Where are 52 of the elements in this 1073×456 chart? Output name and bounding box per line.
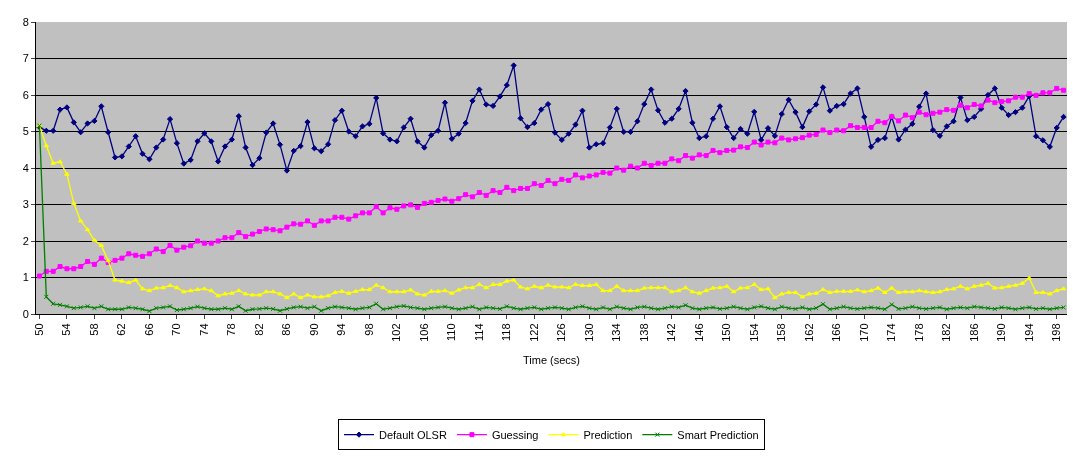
x-tick-label: 158: [775, 323, 788, 342]
x-tick-label: 114: [472, 323, 485, 341]
y-tick-label: 1: [22, 271, 29, 284]
x-tick-label: 58: [87, 323, 100, 336]
x-tick-label: 118: [500, 323, 513, 341]
x-tick-label: 170: [857, 323, 870, 342]
x-tick-label: 66: [142, 323, 155, 336]
x-tick-label: 78: [225, 323, 238, 336]
y-tick-label: 6: [22, 88, 29, 101]
x-tick-label: 90: [307, 323, 320, 336]
x-tick-label: 166: [830, 323, 843, 342]
x-tick-label: 122: [527, 323, 540, 342]
y-tick-label: 3: [22, 198, 29, 211]
legend-label: Default OLSR: [379, 428, 447, 441]
legend-label: Prediction: [583, 428, 633, 441]
x-tick-label: 94: [335, 323, 348, 336]
x-tick-label: 126: [555, 323, 568, 342]
x-tick-label: 162: [802, 323, 815, 342]
x-tick-label: 82: [252, 323, 265, 336]
x-axis-title: Time (secs): [522, 353, 581, 366]
x-tick-label: 54: [60, 323, 73, 336]
x-tick-label: 102: [390, 323, 403, 342]
legend-label: Smart Prediction: [677, 428, 759, 441]
x-tick-label: 138: [637, 323, 650, 342]
x-tick-label: 110: [445, 323, 458, 341]
y-tick-label: 5: [22, 125, 29, 138]
x-tick-label: 186: [967, 323, 980, 342]
y-tick-label: 2: [22, 234, 29, 247]
x-tick-label: 146: [692, 323, 705, 342]
x-tick-label: 182: [940, 323, 953, 342]
y-tick-label: 8: [22, 15, 29, 28]
x-tick-label: 98: [362, 323, 375, 336]
y-tick-label: 0: [22, 307, 29, 320]
x-tick-label: 74: [197, 323, 210, 336]
x-tick-label: 142: [665, 323, 678, 342]
x-tick-label: 70: [170, 323, 183, 336]
x-tick-label: 134: [610, 323, 623, 342]
x-tick-label: 198: [1050, 323, 1063, 342]
y-tick-label: 7: [22, 52, 29, 65]
x-tick-label: 130: [582, 323, 595, 342]
x-tick-label: 86: [280, 323, 293, 336]
x-tick-label: 190: [995, 323, 1008, 342]
x-tick-label: 154: [747, 323, 760, 342]
x-tick-label: 150: [720, 323, 733, 342]
legend-label: Guessing: [491, 428, 539, 441]
x-tick-label: 106: [417, 323, 430, 342]
y-tick-label: 4: [22, 161, 29, 174]
x-tick-label: 178: [912, 323, 925, 342]
x-tick-label: 50: [33, 323, 46, 336]
x-tick-label: 194: [1022, 323, 1035, 342]
x-tick-label: 174: [885, 323, 898, 342]
x-tick-label: 62: [115, 323, 128, 336]
